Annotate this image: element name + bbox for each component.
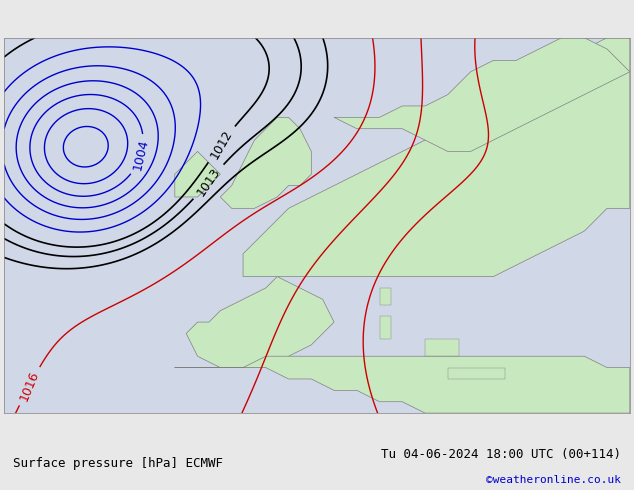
Polygon shape xyxy=(425,339,459,356)
Polygon shape xyxy=(380,317,391,339)
Text: 1013: 1013 xyxy=(194,165,223,198)
Polygon shape xyxy=(448,368,505,379)
Text: ©weatheronline.co.uk: ©weatheronline.co.uk xyxy=(486,475,621,485)
Text: 1004: 1004 xyxy=(131,138,151,172)
Text: Tu 04-06-2024 18:00 UTC (00+114): Tu 04-06-2024 18:00 UTC (00+114) xyxy=(381,447,621,461)
Text: Surface pressure [hPa] ECMWF: Surface pressure [hPa] ECMWF xyxy=(13,457,223,470)
Text: 1016: 1016 xyxy=(17,369,41,403)
Text: 1012: 1012 xyxy=(207,127,235,161)
Polygon shape xyxy=(380,288,391,305)
